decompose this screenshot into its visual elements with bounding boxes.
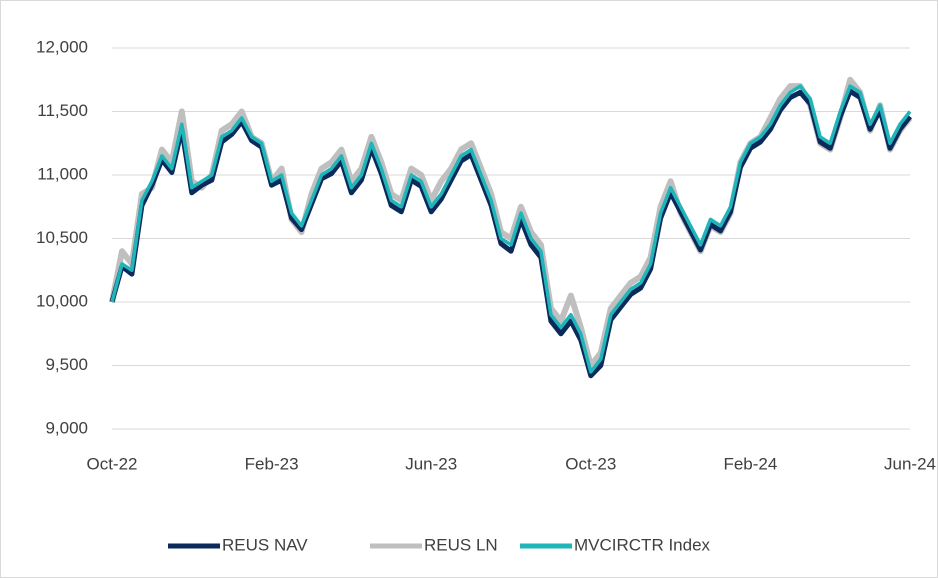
x-tick-label: Feb-24 xyxy=(723,454,777,473)
x-tick-label: Feb-23 xyxy=(245,454,299,473)
legend-label: MVCIRCTR Index xyxy=(574,535,711,554)
x-tick-label: Jun-24 xyxy=(884,454,936,473)
series-line xyxy=(110,84,912,374)
x-tick-label: Jun-23 xyxy=(405,454,457,473)
y-tick-label: 9,000 xyxy=(45,418,88,437)
series-line xyxy=(109,76,913,369)
legend-label: REUS LN xyxy=(424,535,498,554)
y-tick-label: 11,000 xyxy=(37,164,88,183)
y-tick-label: 10,500 xyxy=(36,228,88,247)
y-tick-label: 10,000 xyxy=(36,291,88,310)
y-tick-label: 9,500 xyxy=(45,355,88,374)
legend-label: REUS NAV xyxy=(222,535,308,554)
y-tick-label: 12,000 xyxy=(36,37,88,56)
x-tick-label: Oct-22 xyxy=(86,454,137,473)
x-tick-label: Oct-23 xyxy=(565,454,616,473)
series-line xyxy=(109,88,912,379)
y-tick-label: 11,500 xyxy=(37,101,88,120)
